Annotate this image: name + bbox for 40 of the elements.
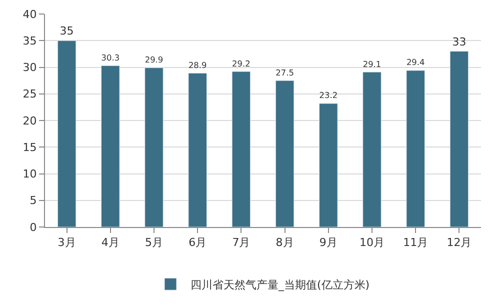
x-tick-label: 3月 <box>58 236 76 250</box>
bar <box>232 71 251 227</box>
data-label: 28.9 <box>188 60 207 70</box>
bar <box>100 65 120 227</box>
x-tick-label: 7月 <box>232 236 250 250</box>
bar <box>362 72 382 227</box>
data-label: 29.4 <box>406 57 425 68</box>
bar <box>450 51 469 227</box>
data-label: 29.2 <box>232 58 250 68</box>
x-tick-label: 12月 <box>446 236 472 250</box>
y-tick-label: 5 <box>30 194 37 208</box>
bar <box>57 40 76 227</box>
data-label: 29.9 <box>144 54 164 65</box>
y-tick-label: 10 <box>22 168 37 181</box>
data-label: 30.3 <box>101 52 120 62</box>
legend-label: 四川省天然气产量_当期值(亿立方米) <box>190 278 370 292</box>
data-label: 27.5 <box>276 67 294 78</box>
x-tick-label: 10月 <box>360 236 384 250</box>
x-tick-label: 6月 <box>188 236 207 250</box>
x-tick-label: 5月 <box>145 236 163 250</box>
y-tick-label: 30 <box>22 61 37 74</box>
bar <box>188 72 208 227</box>
x-tick-label: 8月 <box>276 236 294 250</box>
data-label: 35 <box>60 24 74 38</box>
data-label: 23.2 <box>319 90 338 100</box>
x-tick-label: 4月 <box>101 236 120 250</box>
bar <box>318 103 338 227</box>
bar <box>406 70 426 227</box>
bar <box>275 80 294 227</box>
y-tick-label: 15 <box>22 140 37 154</box>
y-tick-label: 20 <box>22 114 37 128</box>
y-tick-label: 35 <box>22 34 37 48</box>
y-tick-label: 40 <box>22 8 37 21</box>
y-tick-label: 25 <box>22 88 37 101</box>
y-tick-label: 0 <box>30 220 37 234</box>
x-tick-label: 9月 <box>319 236 338 250</box>
x-tick-label: 11月 <box>403 236 428 250</box>
data-label: 29.1 <box>362 58 382 69</box>
data-label: 33 <box>452 35 466 48</box>
bar <box>144 68 164 227</box>
